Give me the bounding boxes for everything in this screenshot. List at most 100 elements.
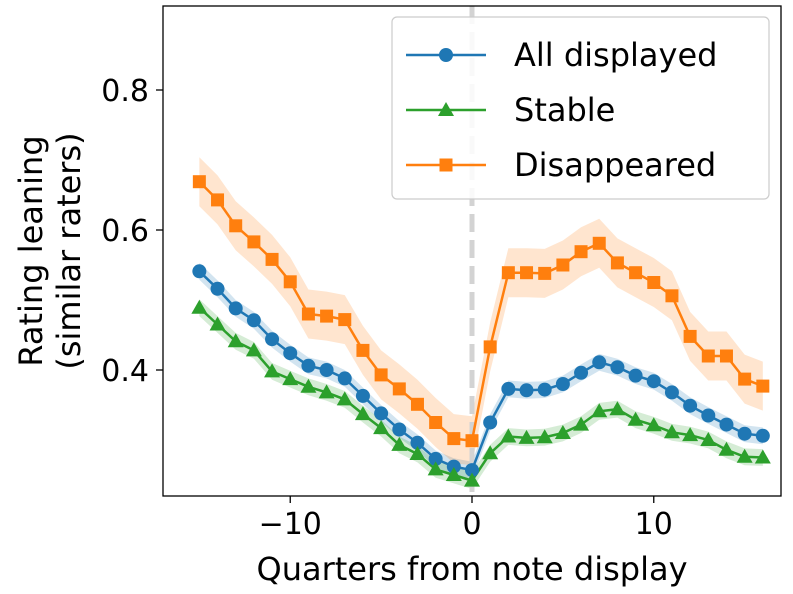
point-stable [663,424,680,439]
point-disappeared [701,349,715,363]
legend-item-all-displayed: All displayed [406,36,717,74]
point-disappeared [211,193,225,207]
point-stable [482,445,499,460]
x-tick-label: 0 [462,507,481,542]
point-stable [736,448,753,463]
point-stable [573,416,590,431]
point-stable [554,425,571,439]
point-stable [245,342,262,357]
point-all-displayed [755,428,770,443]
point-disappeared [192,175,206,189]
point-disappeared [374,368,388,382]
point-stable [464,472,480,487]
legend-box [391,16,770,200]
point-all-displayed [683,398,698,413]
point-stable [536,429,553,444]
point-disappeared [320,309,334,323]
point-all-displayed [628,368,643,383]
point-all-displayed [610,360,625,375]
point-disappeared [392,382,406,396]
confidence-bands [199,157,763,489]
point-disappeared [465,434,479,448]
point-stable [354,406,371,421]
y-axis-ticks: 0.4 0.6 0.8 [101,74,163,389]
point-all-displayed [319,363,334,377]
point-all-displayed [574,365,589,380]
point-disappeared [683,329,697,343]
point-all-displayed [392,422,407,437]
point-disappeared [520,266,534,280]
point-stable [191,299,208,314]
x-tick-label: 10 [635,507,673,542]
point-disappeared [538,266,552,280]
point-all-displayed [428,451,443,466]
point-all-displayed [465,463,479,478]
legend-label-stable: Stable [514,91,615,129]
y-axis-label-line2: (similar raters) [50,132,88,369]
point-disappeared [574,245,588,259]
point-disappeared [429,416,443,429]
point-disappeared [247,235,261,249]
point-stable [427,461,444,476]
y-tick-label: 0.6 [101,214,149,249]
point-all-displayed [555,377,570,391]
point-disappeared [665,289,679,303]
point-stable [518,429,535,444]
point-stable [445,467,462,481]
point-disappeared [301,307,315,321]
point-disappeared [338,313,352,327]
point-stable [336,391,353,406]
series-markers [191,175,771,487]
legend: All displayed Stable Disappeared [391,16,770,200]
point-disappeared [283,275,297,289]
point-disappeared [592,236,606,250]
point-all-displayed [374,406,389,421]
x-axis-ticks: −10 0 10 [259,496,673,542]
point-all-displayed [519,383,534,398]
point-stable [264,363,281,378]
point-all-displayed [737,426,752,441]
point-disappeared [629,266,643,280]
point-stable [682,427,699,442]
point-stable [318,384,335,399]
point-disappeared [265,252,279,266]
point-disappeared [356,343,370,357]
legend-marker-all-displayed [439,48,453,62]
point-stable [282,371,299,386]
point-all-displayed [228,301,243,316]
point-all-displayed [410,435,425,450]
point-all-displayed [483,415,498,430]
point-disappeared [756,379,770,393]
point-stable [500,428,517,443]
point-all-displayed [537,382,552,397]
point-stable [300,378,317,393]
legend-label-disappeared: Disappeared [514,146,716,184]
band-stable [199,299,763,489]
point-stable [209,316,226,331]
y-axis-label-line1: Rating leaning [12,135,50,366]
point-stable [700,432,717,446]
point-disappeared [610,256,624,270]
point-disappeared [410,397,424,411]
point-all-displayed [337,371,352,386]
point-all-displayed [192,264,207,279]
point-stable [609,401,626,416]
y-tick-label: 0.8 [101,74,149,109]
point-all-displayed [592,355,607,370]
point-stable [227,333,244,348]
point-all-displayed [301,358,316,373]
point-all-displayed [210,281,225,296]
point-disappeared [483,340,497,354]
point-stable [645,417,662,432]
point-disappeared [556,258,570,272]
legend-marker-disappeared [439,158,453,172]
x-axis-label: Quarters from note display [257,550,688,588]
point-stable [373,420,390,435]
point-stable [391,436,408,451]
point-stable [591,403,608,418]
y-tick-label: 0.4 [101,354,149,389]
point-all-displayed [719,417,734,432]
point-stable [754,449,771,464]
point-all-displayed [283,346,298,361]
legend-item-disappeared: Disappeared [406,146,716,184]
